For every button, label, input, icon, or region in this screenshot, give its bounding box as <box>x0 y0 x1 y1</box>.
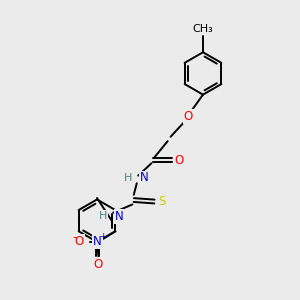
Text: -: - <box>72 231 76 244</box>
Text: H: H <box>124 173 132 183</box>
Text: CH₃: CH₃ <box>193 24 213 34</box>
Text: O: O <box>184 110 193 123</box>
Text: O: O <box>93 258 102 271</box>
Text: N: N <box>140 172 148 184</box>
Text: O: O <box>75 235 84 248</box>
Text: N: N <box>93 235 102 248</box>
Text: H: H <box>99 211 107 221</box>
Text: O: O <box>174 154 183 167</box>
Text: +: + <box>99 232 107 241</box>
Text: N: N <box>115 210 123 223</box>
Text: S: S <box>158 195 166 208</box>
Text: Cl: Cl <box>93 257 104 271</box>
